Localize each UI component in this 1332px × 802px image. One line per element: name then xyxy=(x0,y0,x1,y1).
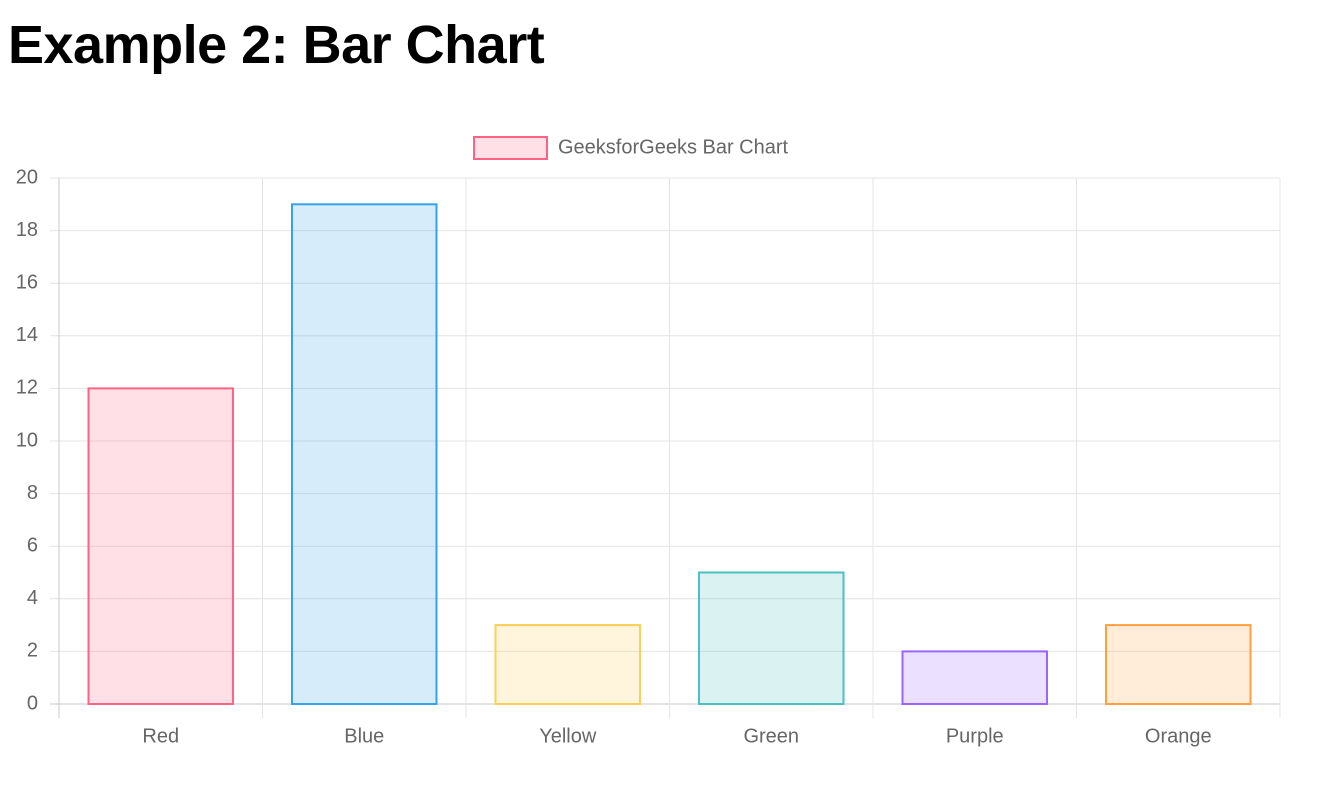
y-tick-label: 20 xyxy=(16,166,38,188)
x-tick-label: Red xyxy=(142,725,179,747)
x-tick-label: Yellow xyxy=(539,725,597,747)
y-tick-label: 4 xyxy=(27,587,38,609)
y-tick-label: 16 xyxy=(16,271,38,293)
bar xyxy=(1105,624,1252,705)
legend-swatch xyxy=(473,136,548,160)
x-tick-label: Blue xyxy=(344,725,384,747)
bar xyxy=(698,571,845,705)
x-tick-label: Orange xyxy=(1145,725,1212,747)
bar xyxy=(87,387,234,705)
y-tick-label: 2 xyxy=(27,640,38,662)
bar xyxy=(291,203,438,706)
y-tick-label: 8 xyxy=(27,482,38,504)
y-tick-label: 12 xyxy=(16,377,38,399)
y-tick-label: 6 xyxy=(27,534,38,556)
x-tick-label: Green xyxy=(743,725,799,747)
legend-label: GeeksforGeeks Bar Chart xyxy=(558,136,789,158)
y-tick-label: 10 xyxy=(16,429,38,451)
x-tick-label: Purple xyxy=(946,725,1004,747)
bar xyxy=(494,624,641,705)
y-tick-label: 0 xyxy=(27,692,38,714)
bar xyxy=(901,650,1048,706)
y-tick-label: 18 xyxy=(16,219,38,241)
y-tick-label: 14 xyxy=(16,324,38,346)
page-title: Example 2: Bar Chart xyxy=(8,15,545,75)
